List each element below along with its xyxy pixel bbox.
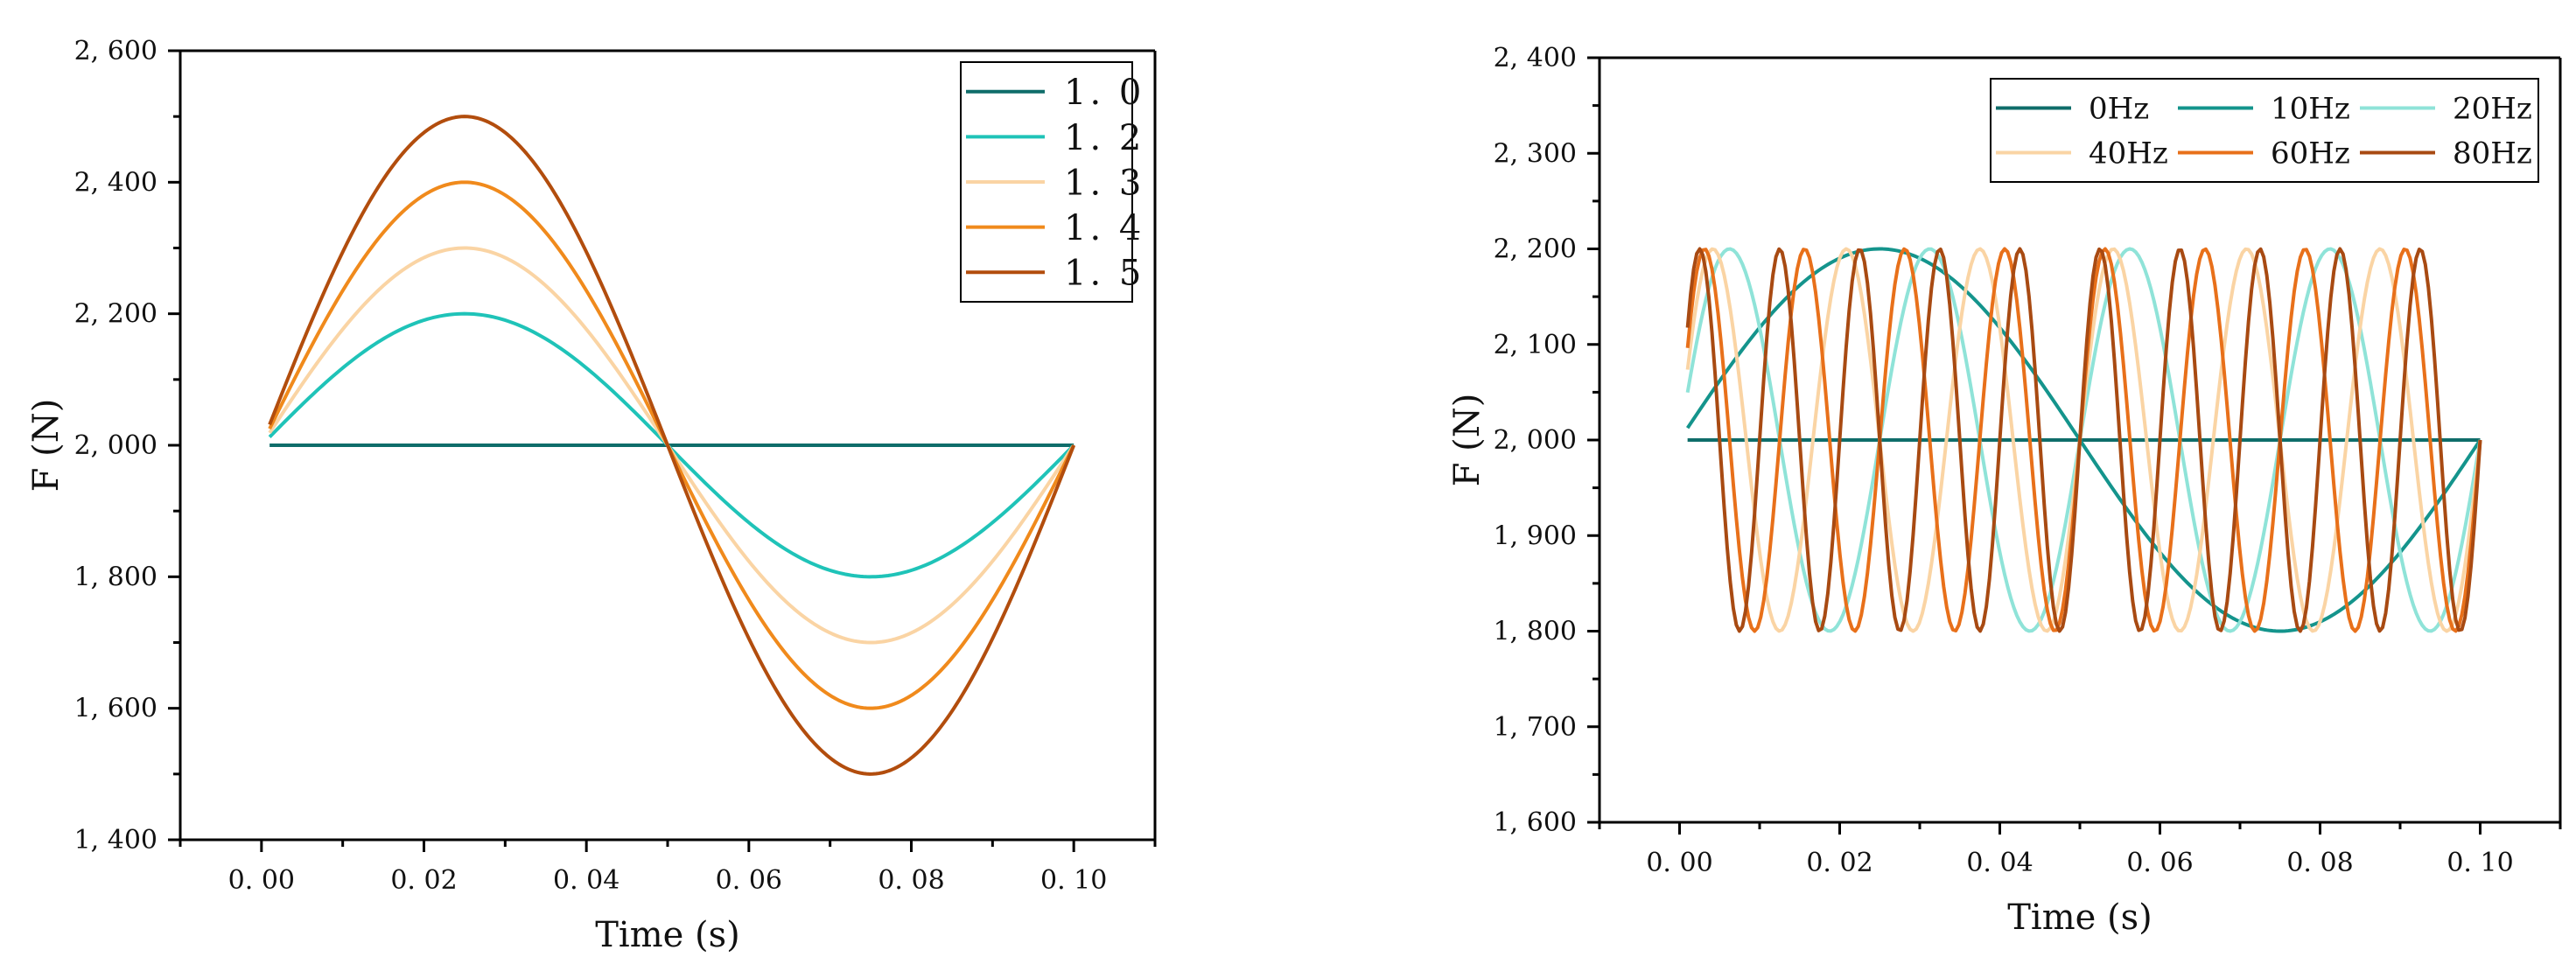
x-tick-label: 0. 00 [228, 865, 295, 896]
x-axis-title: Time (s) [595, 915, 740, 955]
chart-force-vs-time-amplitude: 0. 00 0. 02 0. 04 0. 06 0. 08 0. 10 1, 400 1, 6… [26, 36, 1157, 955]
x-tick-label: 0. 02 [390, 865, 457, 896]
y-tick-label: 1, 400 [74, 825, 158, 856]
legend-label-4: 60Hz [2271, 136, 2350, 171]
legend-label-0: 1. 0 [1064, 73, 1144, 113]
x-tick-label: 0. 02 [1806, 848, 1872, 878]
y-tick-label: 2, 000 [1494, 425, 1577, 456]
y-tick-label: 2, 200 [74, 299, 158, 330]
legend-label-4: 1. 5 [1064, 254, 1144, 294]
series-group [268, 115, 1076, 776]
y-tick-label: 1, 900 [1494, 520, 1577, 551]
y-tick-label: 1, 800 [1494, 617, 1577, 647]
legend-box [1990, 78, 2539, 183]
legend-label-3: 40Hz [2089, 136, 2168, 171]
y-tick-label: 1, 600 [74, 694, 158, 724]
y-tick-label: 2, 200 [1494, 234, 1577, 265]
y-tick-label: 1, 600 [1494, 807, 1577, 838]
y-tick-label: 1, 800 [74, 562, 158, 592]
x-tick-label: 0. 10 [1040, 865, 1107, 896]
y-tick-label: 2, 400 [74, 167, 158, 198]
legend-label-2: 20Hz [2453, 92, 2532, 127]
legend: 1. 0 1. 2 1. 3 1. 4 1. 5 [960, 61, 1144, 303]
x-tick-label: 0. 04 [553, 865, 620, 896]
y-tick-label: 2, 000 [74, 430, 158, 461]
x-tick-label: 0. 10 [2446, 848, 2513, 878]
x-tick-label: 0. 04 [1966, 848, 2033, 878]
chart-force-vs-time-frequency: 0. 00 0. 02 0. 04 0. 06 0. 08 0. 10 1, 600 1, 7… [1447, 43, 2562, 938]
y-tick-label: 2, 600 [74, 36, 158, 66]
legend-label-3: 1. 4 [1064, 208, 1144, 248]
legend: 0Hz 10Hz 20Hz 40Hz 60Hz 80Hz [1990, 78, 2539, 183]
legend-label-5: 80Hz [2453, 136, 2532, 171]
legend-label-2: 1. 3 [1064, 163, 1144, 203]
y-tick-label: 2, 300 [1494, 138, 1577, 169]
legend-label-0: 0Hz [2089, 92, 2149, 127]
x-axis-title: Time (s) [2007, 898, 2152, 938]
legend-label-1: 10Hz [2271, 92, 2350, 127]
series-line-5 [1685, 247, 2482, 633]
y-tick-label: 2, 100 [1494, 330, 1577, 360]
series-group [1685, 247, 2482, 633]
y-tick-label: 1, 700 [1494, 712, 1577, 743]
x-tick-label: 0. 00 [1646, 848, 1712, 878]
series-line-4 [268, 115, 1076, 776]
x-tick-label: 0. 06 [716, 865, 782, 896]
x-tick-label: 0. 06 [2126, 848, 2193, 878]
y-tick-label: 2, 400 [1494, 43, 1577, 73]
x-tick-label: 0. 08 [2286, 848, 2353, 878]
legend-label-1: 1. 2 [1064, 118, 1144, 158]
y-axis-title: F (N) [26, 399, 66, 492]
x-tick-label: 0. 08 [878, 865, 944, 896]
y-axis-title: F (N) [1447, 394, 1488, 487]
